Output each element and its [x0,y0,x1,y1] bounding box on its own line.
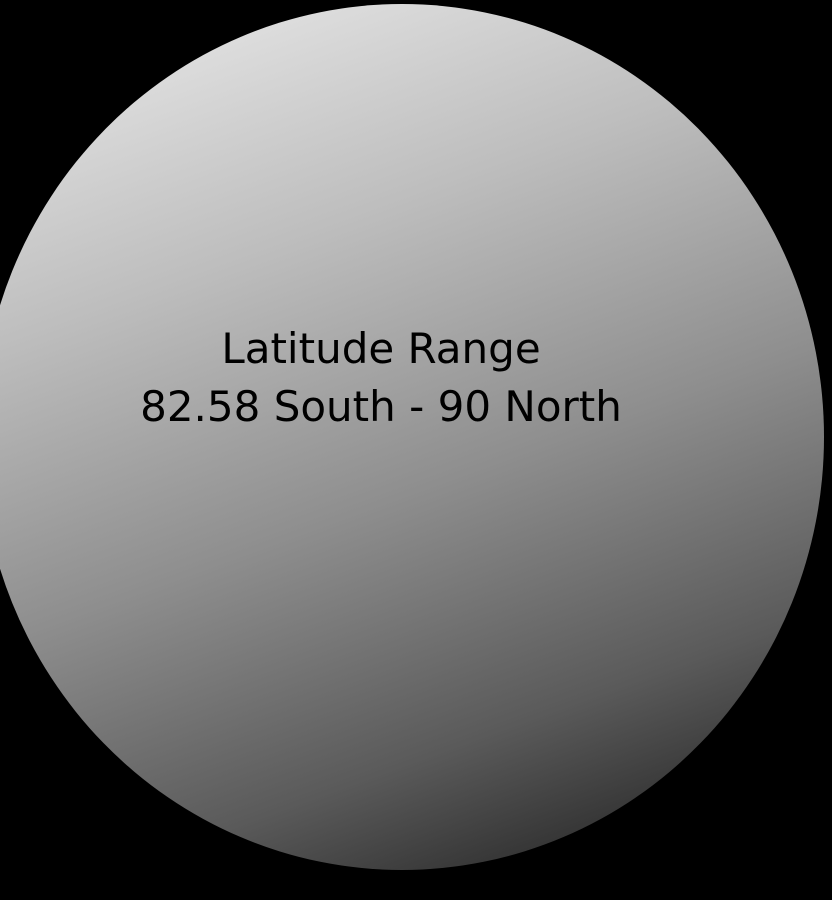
caption-title: Latitude Range [221,324,541,373]
caption-range: 82.58 South - 90 North [140,382,622,431]
latitude-caption: Latitude Range 82.58 South - 90 North [0,320,762,436]
shaded-sphere [0,4,824,870]
